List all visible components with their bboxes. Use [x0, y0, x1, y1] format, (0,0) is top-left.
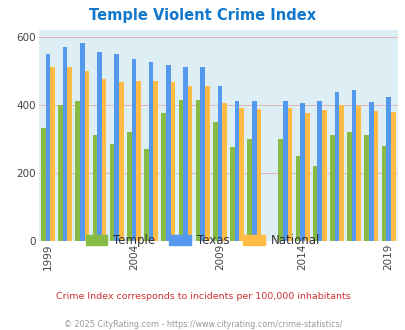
- Bar: [334, 92, 339, 241]
- Bar: [329, 135, 334, 241]
- Bar: [75, 101, 80, 241]
- Bar: [41, 128, 45, 241]
- Bar: [351, 90, 356, 241]
- Bar: [50, 67, 55, 241]
- Bar: [119, 82, 124, 241]
- Bar: [97, 52, 102, 241]
- Bar: [321, 111, 326, 241]
- Bar: [213, 122, 217, 241]
- Bar: [304, 113, 309, 241]
- Text: Crime Index corresponds to incidents per 100,000 inhabitants: Crime Index corresponds to incidents per…: [55, 292, 350, 301]
- Bar: [252, 101, 256, 241]
- Bar: [390, 112, 394, 241]
- Bar: [346, 132, 351, 241]
- Bar: [368, 102, 373, 241]
- Bar: [247, 139, 252, 241]
- Bar: [183, 67, 188, 241]
- Bar: [92, 135, 97, 241]
- Bar: [102, 79, 106, 241]
- Bar: [339, 105, 343, 241]
- Bar: [234, 101, 239, 241]
- Bar: [256, 109, 261, 241]
- Bar: [312, 166, 317, 241]
- Bar: [188, 86, 192, 241]
- Bar: [131, 59, 136, 241]
- Bar: [127, 132, 131, 241]
- Bar: [109, 144, 114, 241]
- Bar: [295, 156, 299, 241]
- Bar: [161, 113, 166, 241]
- Bar: [217, 86, 222, 241]
- Bar: [63, 47, 67, 241]
- Bar: [230, 147, 234, 241]
- Bar: [170, 82, 175, 241]
- Bar: [373, 111, 377, 241]
- Bar: [84, 71, 89, 241]
- Bar: [166, 65, 170, 241]
- Bar: [114, 54, 119, 241]
- Bar: [80, 43, 84, 241]
- Bar: [222, 103, 226, 241]
- Bar: [67, 67, 72, 241]
- Bar: [239, 108, 243, 241]
- Bar: [45, 54, 50, 241]
- Bar: [278, 139, 282, 241]
- Legend: Temple, Texas, National: Temple, Texas, National: [81, 229, 324, 251]
- Bar: [205, 86, 209, 241]
- Bar: [200, 67, 205, 241]
- Bar: [136, 81, 141, 241]
- Text: © 2025 CityRating.com - https://www.cityrating.com/crime-statistics/: © 2025 CityRating.com - https://www.city…: [64, 320, 341, 329]
- Bar: [148, 62, 153, 241]
- Bar: [356, 106, 360, 241]
- Bar: [282, 101, 287, 241]
- Bar: [364, 135, 368, 241]
- Bar: [317, 101, 321, 241]
- Text: Temple Violent Crime Index: Temple Violent Crime Index: [89, 8, 316, 23]
- Bar: [144, 149, 148, 241]
- Bar: [287, 108, 292, 241]
- Bar: [178, 100, 183, 241]
- Bar: [195, 100, 200, 241]
- Bar: [153, 81, 158, 241]
- Bar: [58, 105, 63, 241]
- Bar: [385, 97, 390, 241]
- Bar: [299, 103, 304, 241]
- Bar: [381, 146, 385, 241]
